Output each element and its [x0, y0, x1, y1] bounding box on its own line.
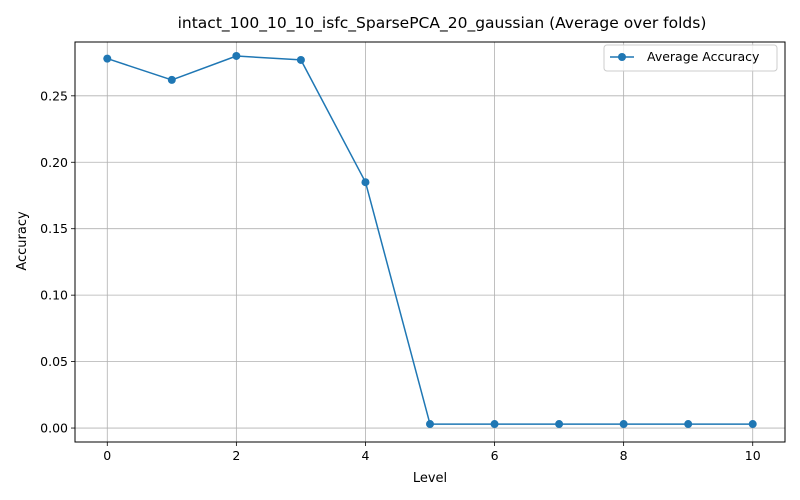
y-axis-label: Accuracy [15, 211, 30, 271]
data-point [619, 420, 628, 429]
data-point [167, 75, 176, 84]
data-point [748, 420, 757, 429]
data-point [555, 420, 564, 429]
data-point [490, 420, 499, 429]
legend-marker-swatch [618, 53, 626, 61]
data-point [426, 420, 434, 429]
axis-ticks: 0 2 4 6 8 10 0.00 0.05 0.10 0.15 0.20 0.25 [40, 88, 761, 463]
plot-frame [74, 41, 786, 443]
x-tick-label: 2 [232, 448, 240, 463]
data-point [296, 55, 305, 64]
data-point [361, 178, 370, 187]
y-tick-label: 0.10 [40, 288, 68, 303]
x-tick-label: 0 [103, 448, 111, 463]
x-tick-label: 8 [620, 448, 628, 463]
y-tick-label: 0.05 [40, 354, 68, 369]
x-axis-label: Level [413, 471, 447, 486]
grid-lines [75, 42, 785, 442]
data-point [103, 54, 112, 63]
x-tick-label: 10 [745, 448, 761, 463]
y-tick-label: 0.15 [40, 221, 68, 236]
legend-label: Average Accuracy [647, 49, 760, 64]
chart-title: intact_100_10_10_isfc_SparsePCA_20_gauss… [178, 14, 707, 33]
data-point [684, 420, 693, 429]
data-point [232, 51, 241, 60]
legend: Average Accuracy [603, 44, 778, 72]
x-tick-label: 4 [361, 448, 369, 463]
y-tick-label: 0.00 [40, 421, 68, 436]
y-tick-label: 0.25 [40, 88, 68, 103]
series-layer [103, 51, 757, 429]
y-tick-label: 0.20 [40, 155, 68, 170]
legend-box [603, 44, 778, 72]
x-tick-label: 6 [491, 448, 499, 463]
